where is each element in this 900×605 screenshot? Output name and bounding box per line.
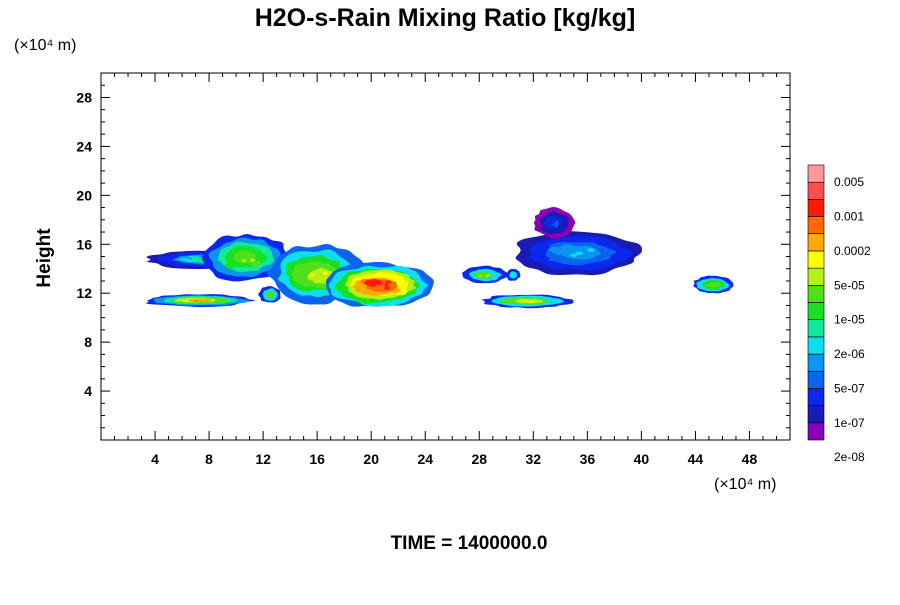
contour-speckle <box>181 300 189 302</box>
y-tick-label: 28 <box>76 89 92 105</box>
contour-speckle <box>322 271 328 276</box>
contour-speckle <box>309 273 315 277</box>
colorbar-label: 5e-07 <box>834 381 865 395</box>
y-tick-label: 20 <box>76 187 92 203</box>
contour-speckle <box>587 248 595 252</box>
x-tick-label: 24 <box>417 451 433 467</box>
colorbar-swatch <box>807 353 825 372</box>
plot-data <box>146 206 734 309</box>
y-tick-label: 12 <box>76 285 92 301</box>
contour-speckle <box>569 253 578 258</box>
contour-speckle <box>382 284 386 287</box>
contour-speckle <box>187 255 200 258</box>
colorbar-swatch <box>807 285 825 303</box>
colorbar-swatch <box>807 336 825 355</box>
cloud-region <box>462 265 508 284</box>
colorbar-swatch <box>807 164 825 183</box>
y-tick-label: 16 <box>76 236 92 252</box>
x-tick-label: 8 <box>205 451 213 467</box>
contour-speckle <box>552 223 556 227</box>
colorbar-swatch <box>807 370 825 389</box>
colorbar-swatch <box>807 388 825 406</box>
colorbar-swatch <box>807 233 825 252</box>
colorbar-swatch <box>807 302 825 320</box>
x-tick-label: 32 <box>526 451 542 467</box>
colorbar-swatch <box>807 181 825 200</box>
contour-speckle <box>555 220 559 225</box>
contour-level <box>509 271 518 279</box>
x-tick-label: 20 <box>363 451 379 467</box>
contour-level <box>515 299 544 304</box>
colorbar-label: 0.001 <box>834 210 864 224</box>
cloud-region <box>693 275 734 294</box>
x-tick-label: 36 <box>580 451 596 467</box>
colorbar-swatch <box>807 250 825 269</box>
colorbar-label: 0.005 <box>834 175 864 189</box>
x-tick-label: 40 <box>634 451 650 467</box>
y-axis-label: Height <box>34 228 55 288</box>
contour-level <box>265 291 275 299</box>
contour-speckle <box>251 261 259 267</box>
colorbar-swatch <box>807 267 825 286</box>
x-unit-label: (×10⁴ m) <box>714 476 776 493</box>
cloud-region <box>202 234 289 282</box>
contour-speckle <box>555 224 559 228</box>
contour-speckle <box>523 300 529 302</box>
colorbar: 0.005 0.001 0.0002 5e-05 1e-05 2e-06 5e-07 1e-0… <box>807 164 871 464</box>
colorbar-swatch <box>807 405 825 424</box>
contour-speckle <box>384 286 390 290</box>
contour-speckle <box>375 284 380 287</box>
contour-speckle <box>250 258 255 262</box>
colorbar-label: 1e-07 <box>834 416 865 430</box>
cloud-region <box>533 206 576 240</box>
colorbar-label: 2e-06 <box>834 347 865 361</box>
contour-speckle <box>487 274 491 276</box>
colorbar-swatch <box>807 422 825 441</box>
x-tick-label: 48 <box>742 451 758 467</box>
x-tick-label: 4 <box>151 451 159 467</box>
y-tick-label: 8 <box>84 334 92 350</box>
y-unit-label: (×10⁴ m) <box>14 37 76 54</box>
cloud-region <box>505 268 521 281</box>
contour-speckle <box>241 258 246 263</box>
colorbar-swatch <box>807 319 825 338</box>
colorbar-label: 1e-05 <box>834 313 865 327</box>
contour-speckle <box>203 300 209 302</box>
contour-speckle <box>529 301 535 303</box>
cloud-region <box>146 294 255 307</box>
y-tick-label: 24 <box>76 138 92 154</box>
colorbar-label: 2e-08 <box>834 450 865 464</box>
contour-speckle <box>575 251 584 256</box>
x-tick-label: 44 <box>688 451 704 467</box>
contour-level <box>707 281 721 288</box>
contour-speckle <box>704 284 709 287</box>
cloud-region <box>325 261 434 307</box>
x-tick-label: 16 <box>309 451 325 467</box>
cloud-region <box>481 294 574 309</box>
contour-speckle <box>381 283 385 285</box>
x-tick-label: 28 <box>471 451 487 467</box>
colorbar-label: 0.0002 <box>834 244 871 258</box>
colorbar-swatch <box>807 216 825 235</box>
cloud-region <box>515 231 642 276</box>
cloud-region <box>258 286 281 303</box>
time-footer: TIME = 1400000.0 <box>391 533 548 554</box>
contour-speckle <box>195 299 200 301</box>
contour-speckle <box>192 300 198 302</box>
x-tick-label: 12 <box>255 451 271 467</box>
y-tick-label: 4 <box>84 383 92 399</box>
contour-speckle <box>478 275 482 278</box>
contour-speckle <box>485 275 489 278</box>
colorbar-swatch <box>807 199 825 217</box>
contour-speckle <box>385 280 392 284</box>
colorbar-label: 5e-05 <box>834 278 865 292</box>
chart-title: H2O-s-Rain Mixing Ratio [kg/kg] <box>255 4 636 32</box>
